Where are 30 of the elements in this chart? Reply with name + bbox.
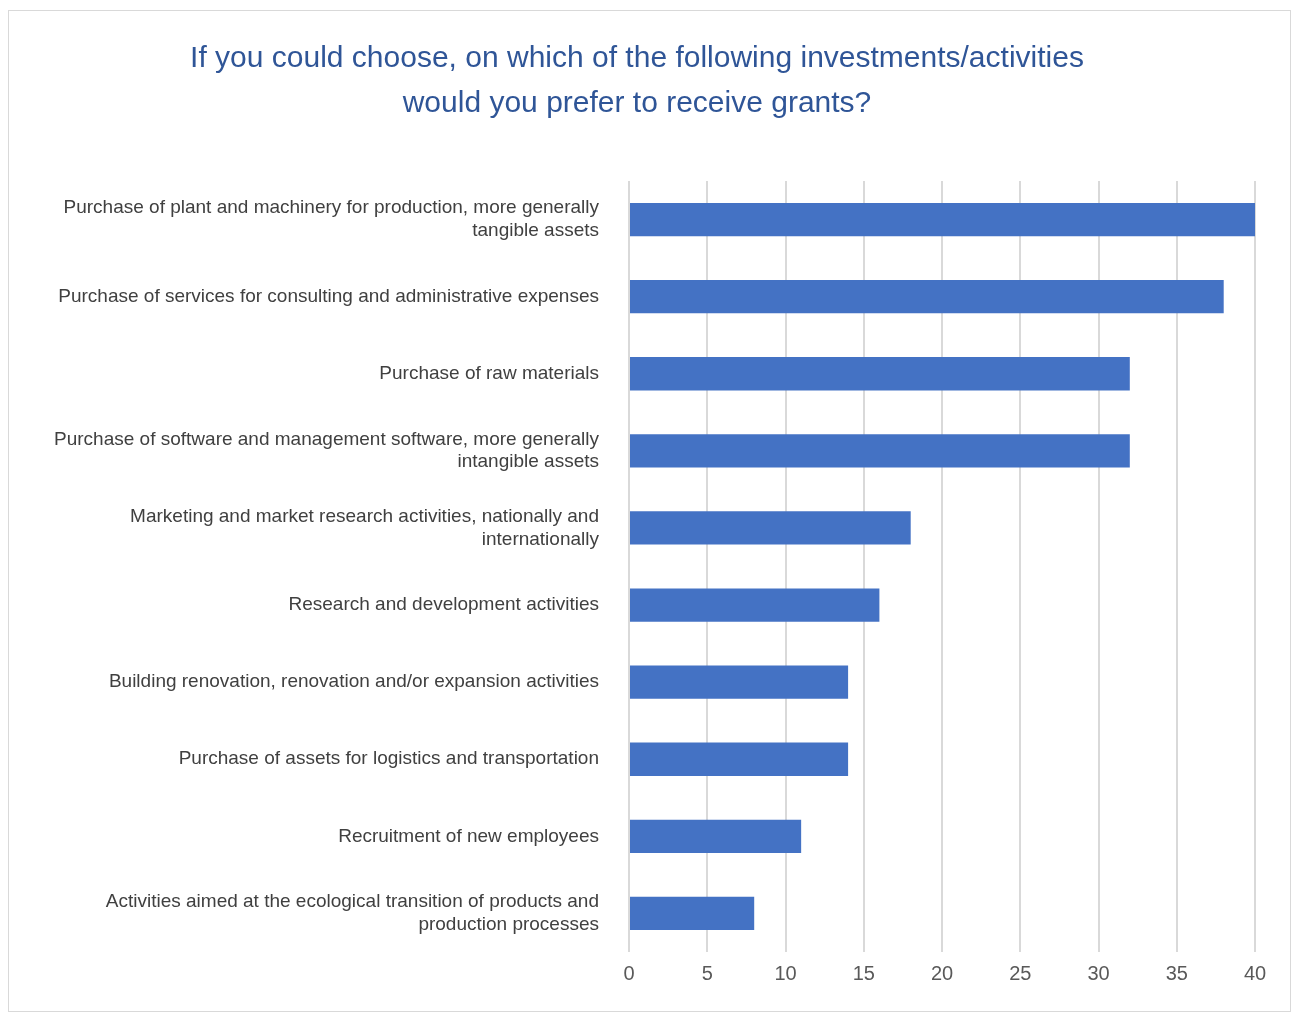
x-tick-label: 0: [623, 961, 635, 984]
bar: [630, 665, 849, 699]
bar: [630, 742, 849, 776]
bar: [630, 819, 802, 853]
x-tick-label: 40: [1243, 961, 1267, 984]
x-tick-label: 25: [1009, 961, 1032, 984]
y-tick-label: Purchase of services for consulting and administrative expenses: [58, 284, 599, 306]
bar: [630, 511, 911, 545]
bar: [630, 588, 880, 622]
bar: [630, 434, 1130, 468]
y-tick-label: Purchase of plant and machinery for production, more generally tangible assets: [63, 196, 600, 241]
x-tick-label: 10: [774, 961, 797, 984]
bar: [630, 896, 755, 931]
bar: [630, 357, 1130, 391]
chart-title: If you could choose, on which of the following investments/activities would you prefer to receive grants?: [190, 39, 1084, 118]
y-tick-label: Marketing and market research activities, nationally and internationally: [130, 504, 600, 549]
y-tick-label: Recruitment of new employees: [338, 824, 599, 846]
x-tick-label: 30: [1087, 961, 1110, 984]
y-tick-label: Building renovation, renovation and/or expansion activities: [108, 670, 599, 692]
x-tick-label: 5: [701, 961, 713, 984]
x-tick-label: 20: [930, 961, 954, 984]
bar: [630, 280, 1224, 314]
y-tick-label: Research and development activities: [288, 593, 599, 615]
y-tick-label: Purchase of assets for logistics and transportation: [178, 747, 599, 769]
y-tick-label: Purchase of raw materials: [379, 361, 599, 383]
y-tick-label: Purchase of software and management software, more generally intangible assets: [54, 427, 600, 472]
y-tick-label: Activities aimed at the ecological transition of products and production processes: [105, 890, 599, 935]
bar: [630, 202, 1255, 237]
x-tick-label: 15: [852, 961, 875, 984]
x-tick-label: 35: [1165, 961, 1188, 984]
